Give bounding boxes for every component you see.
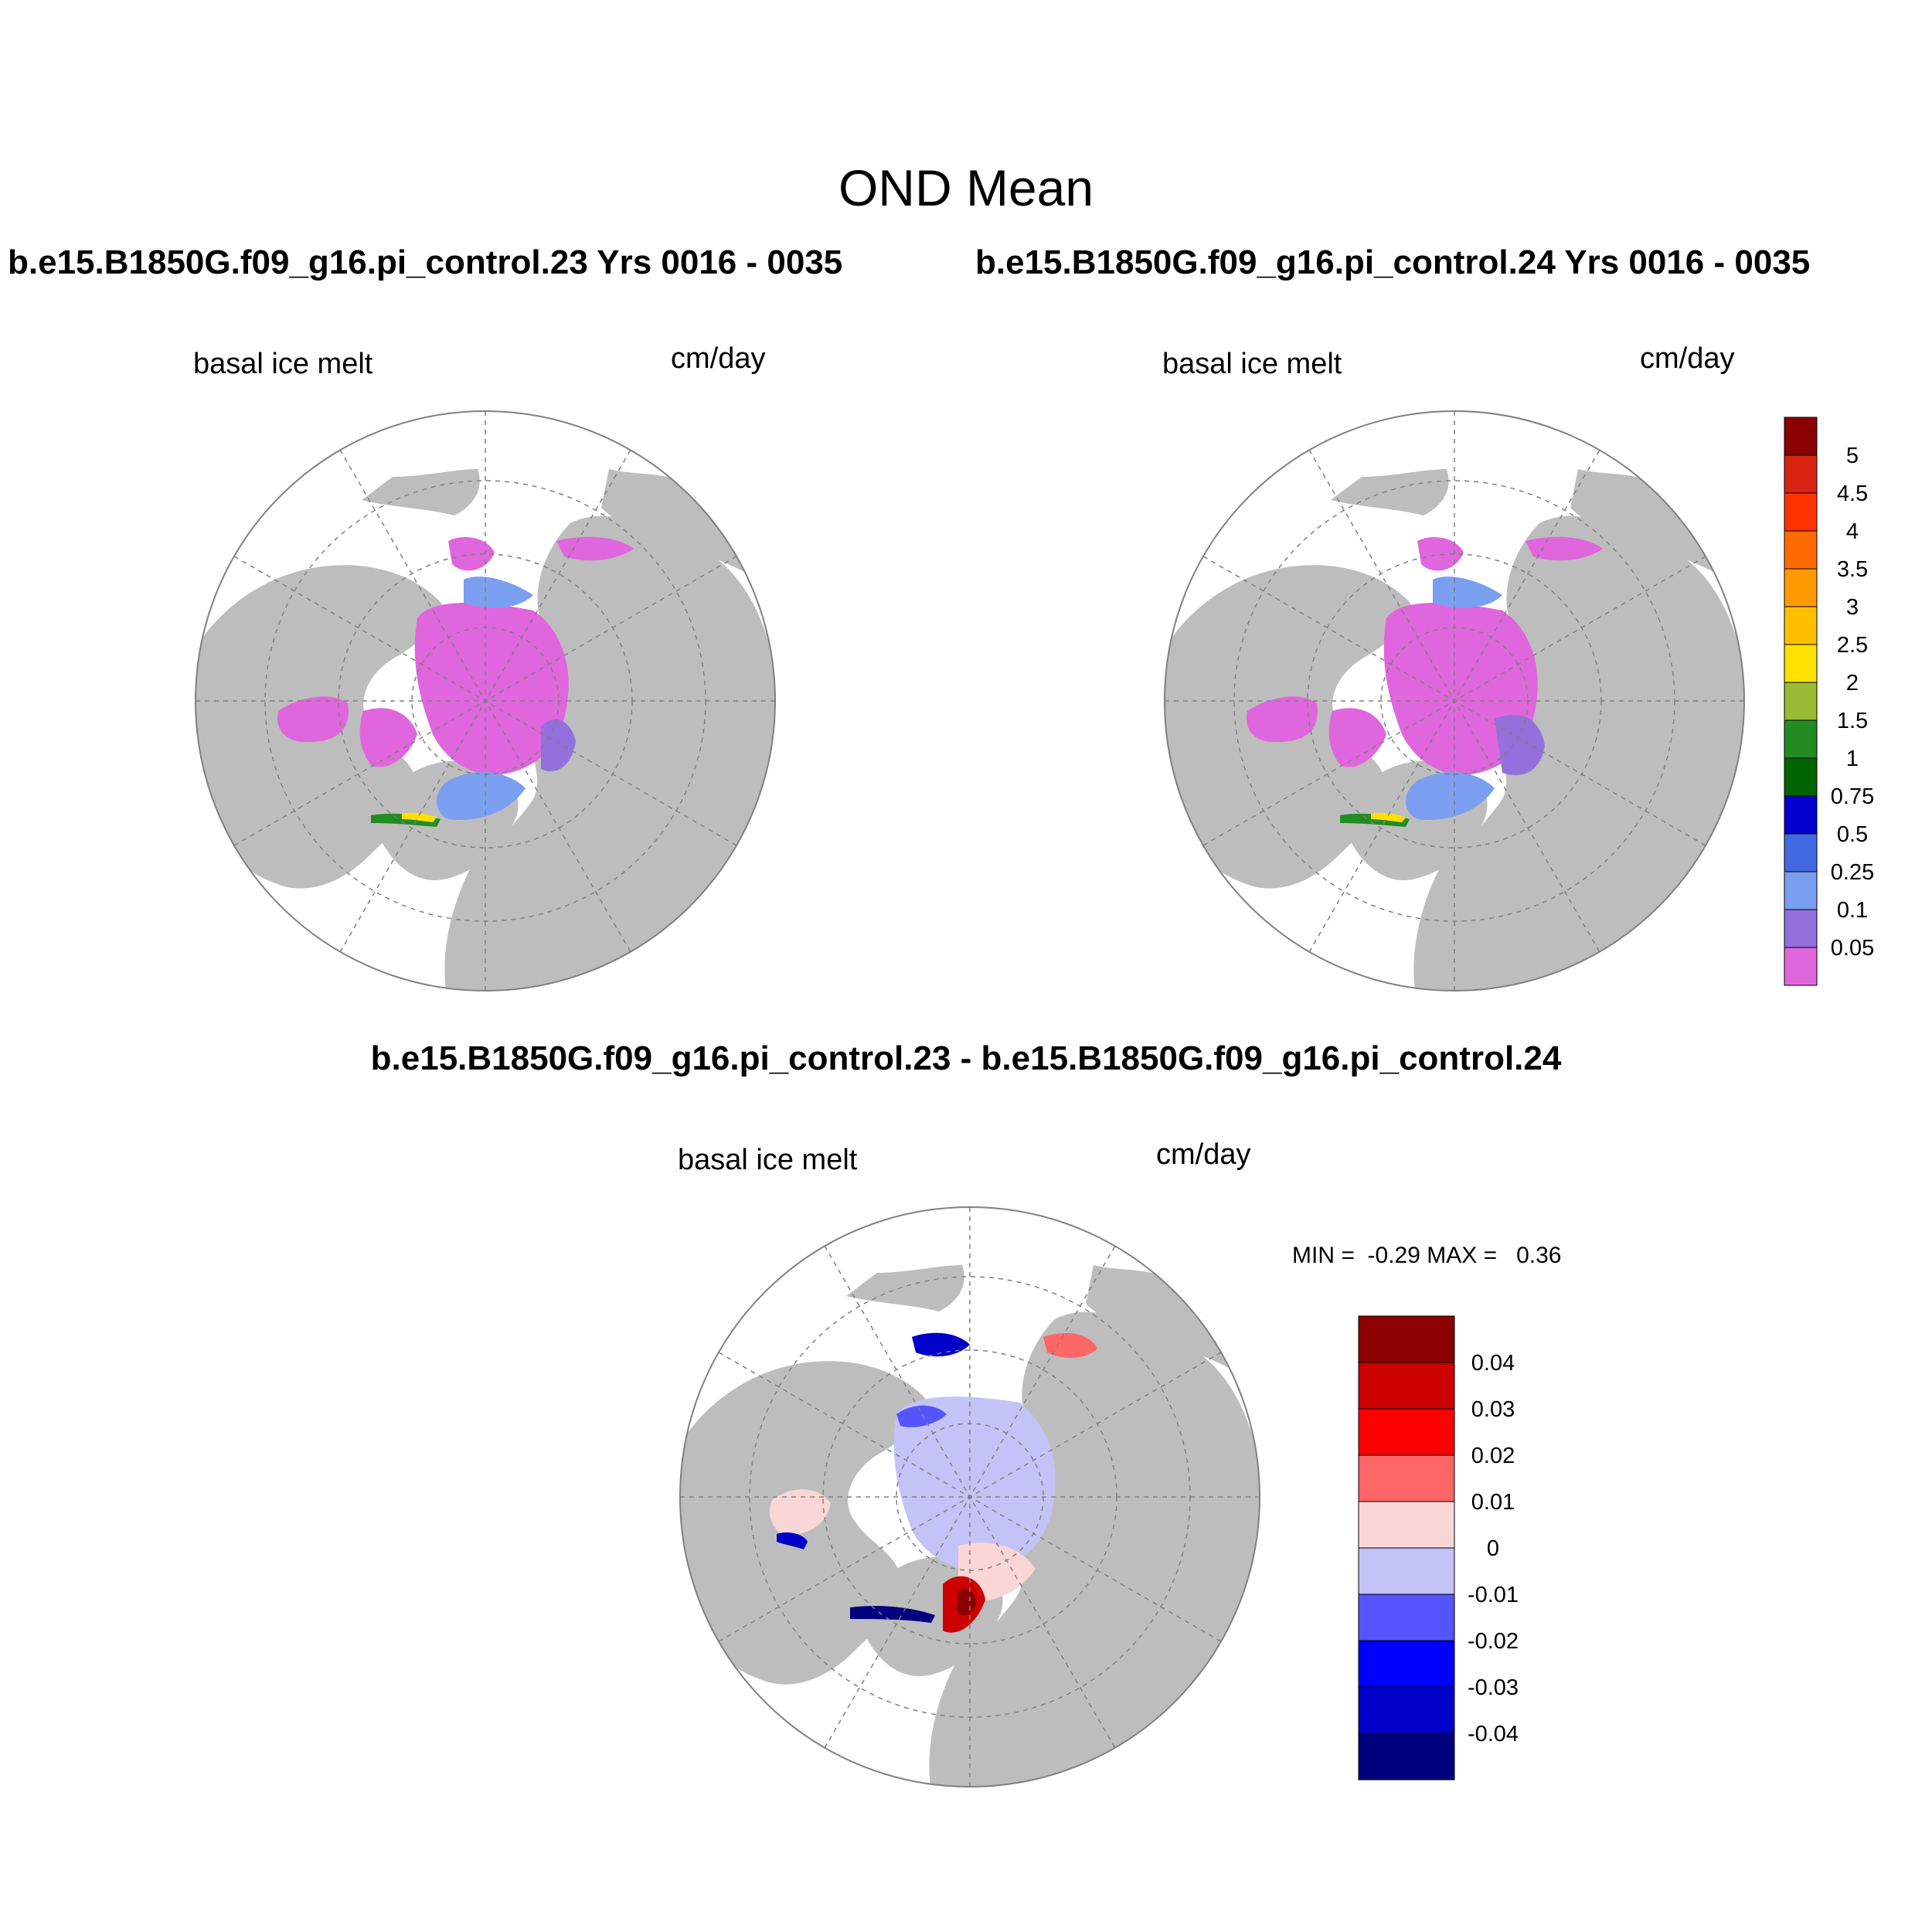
colorbar-diff-label-0: 0.04: [1471, 1351, 1515, 1376]
colorbar-main-box-4: [1784, 568, 1818, 607]
colorbar-main-label-10: 0.5: [1837, 822, 1868, 847]
colorbar-diff-label-8: -0.04: [1468, 1722, 1519, 1747]
panel-title-run-24: b.e15.B1850G.f09_g16.pi_control.24 Yrs 0…: [975, 243, 1811, 281]
colorbar-main-label-3: 3.5: [1837, 557, 1868, 582]
colorbar-diff-label-2: 0.02: [1471, 1444, 1515, 1468]
unit-label-diff: cm/day: [1156, 1138, 1251, 1171]
colorbar-main-box-7: [1784, 682, 1818, 721]
colorbar-main-label-9: 0.75: [1831, 784, 1874, 809]
polar-map-run-24: [1164, 410, 1745, 992]
colorbar-diff-box-4: [1358, 1501, 1455, 1549]
colorbar-main-label-4: 3: [1846, 595, 1859, 620]
colorbar-main-box-2: [1784, 492, 1818, 532]
colorbar-main-label-2: 4: [1846, 519, 1859, 544]
colorbar-main-label-1: 4.5: [1837, 481, 1868, 506]
colorbar-main-label-6: 2: [1846, 671, 1859, 696]
colorbar-diff-label-6: -0.02: [1468, 1629, 1519, 1654]
colorbar-diff-box-8: [1358, 1686, 1455, 1734]
colorbar-main-box-0: [1784, 417, 1818, 456]
colorbar-main-box-13: [1784, 909, 1818, 948]
colorbar-main-box-1: [1784, 454, 1818, 494]
colorbar-diff-box-6: [1358, 1594, 1455, 1641]
variable-label-diff: basal ice melt: [678, 1144, 858, 1176]
colorbar-diff-label-1: 0.03: [1471, 1397, 1515, 1422]
colorbar-main-box-9: [1784, 757, 1818, 797]
colorbar-main-label-12: 0.1: [1837, 898, 1868, 923]
colorbar-diff-label-7: -0.03: [1468, 1675, 1519, 1700]
colorbar-diff-box-2: [1358, 1408, 1455, 1456]
unit-label-right: cm/day: [1640, 342, 1735, 375]
colorbar-diff-box-5: [1358, 1547, 1455, 1595]
main-title: OND Mean: [838, 159, 1094, 216]
colorbar-main-box-6: [1784, 644, 1818, 683]
colorbar-diff-box-0: [1358, 1315, 1455, 1363]
colorbar-diff-label-4: 0: [1487, 1536, 1499, 1561]
polar-map-difference: [679, 1206, 1260, 1787]
min-max-readout: MIN = -0.29 MAX = 0.36: [1292, 1243, 1562, 1268]
colorbar-diff-label-5: -0.01: [1468, 1583, 1519, 1607]
colorbar-main-label-8: 1: [1846, 747, 1859, 771]
colorbar-main-box-10: [1784, 795, 1818, 835]
colorbar-main-label-7: 1.5: [1837, 709, 1868, 733]
colorbar-diff-box-3: [1358, 1454, 1455, 1502]
unit-label-left: cm/day: [671, 342, 766, 375]
variable-label-left: basal ice melt: [193, 348, 373, 380]
colorbar-diff-box-1: [1358, 1362, 1455, 1410]
colorbar-diff-label-3: 0.01: [1471, 1490, 1515, 1515]
colorbar-main-box-12: [1784, 871, 1818, 910]
panel-title-run-23: b.e15.B1850G.f09_g16.pi_control.23 Yrs 0…: [8, 243, 843, 281]
colorbar-main: 5 4.5 4 3.5 3 2.5 2 1.5 1 0.75 0.5 0.25 0.1 0.05: [1784, 417, 1874, 986]
colorbar-main-box-3: [1784, 530, 1818, 570]
colorbar-main-box-8: [1784, 719, 1818, 759]
colorbar-diff-box-7: [1358, 1640, 1455, 1688]
colorbar-main-label-13: 0.05: [1831, 936, 1874, 961]
colorbar-main-box-5: [1784, 606, 1818, 645]
colorbar-difference: 0.04 0.03 0.02 0.01 0 -0.01 -0.02 -0.03 -0.04: [1358, 1315, 1519, 1781]
colorbar-diff-box-9: [1358, 1733, 1455, 1781]
colorbar-main-box-11: [1784, 833, 1818, 872]
colorbar-main-label-5: 2.5: [1837, 633, 1868, 658]
variable-label-right: basal ice melt: [1162, 348, 1342, 380]
polar-map-run-23: [195, 410, 776, 992]
colorbar-main-label-11: 0.25: [1831, 860, 1874, 885]
colorbar-main-label-0: 5: [1846, 444, 1859, 468]
difference-title: b.e15.B1850G.f09_g16.pi_control.23 - b.e…: [370, 1039, 1562, 1077]
colorbar-main-box-14: [1784, 947, 1818, 986]
